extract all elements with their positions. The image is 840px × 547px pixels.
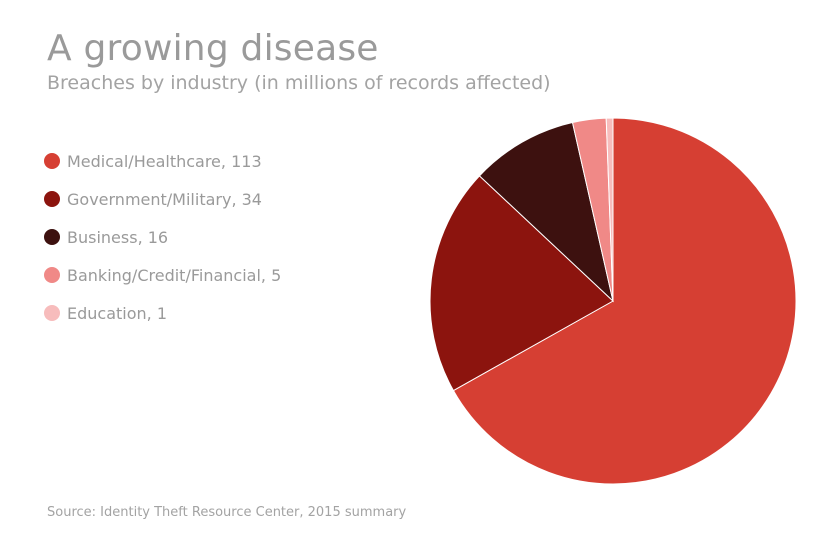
pie-slice-government-military <box>429 175 614 392</box>
legend-swatch <box>44 305 60 321</box>
legend-label: Education <box>67 303 147 323</box>
chart-source: Source: Identity Theft Resource Center, … <box>47 505 407 520</box>
legend-swatch <box>44 229 60 245</box>
legend-swatch <box>44 267 60 283</box>
legend-value: 34 <box>241 189 262 209</box>
legend-value: 16 <box>147 227 169 247</box>
legend-item-government-military: Government/Military, 34 <box>44 180 281 218</box>
legend-item-banking-credit-financial: Banking/Credit/Financial, 5 <box>44 256 281 294</box>
legend-label: Business <box>67 227 138 247</box>
legend-label: Medical/Healthcare <box>67 151 221 171</box>
legend-item-medical-healthcare: Medical/Healthcare, 113 <box>44 142 281 180</box>
legend-label: Banking/Credit/Financial <box>67 265 261 285</box>
legend-value: 1 <box>156 303 168 323</box>
legend-value: 113 <box>231 151 262 171</box>
legend-swatch <box>44 153 60 169</box>
pie-slice-medical-healthcare <box>452 117 797 485</box>
legend-item-business: Business, 16 <box>44 218 281 256</box>
chart-legend: Medical/Healthcare, 113 Government/Milit… <box>44 142 281 332</box>
legend-label: Government/Military <box>67 189 232 209</box>
chart-subtitle: Breaches by industry (in millions of rec… <box>47 72 551 94</box>
pie-slice-business <box>478 121 614 303</box>
legend-item-education: Education, 1 <box>44 294 281 332</box>
chart-title: A growing disease <box>47 28 379 69</box>
legend-swatch <box>44 191 60 207</box>
pie-slice-education <box>605 117 614 302</box>
legend-value: 5 <box>271 265 282 285</box>
